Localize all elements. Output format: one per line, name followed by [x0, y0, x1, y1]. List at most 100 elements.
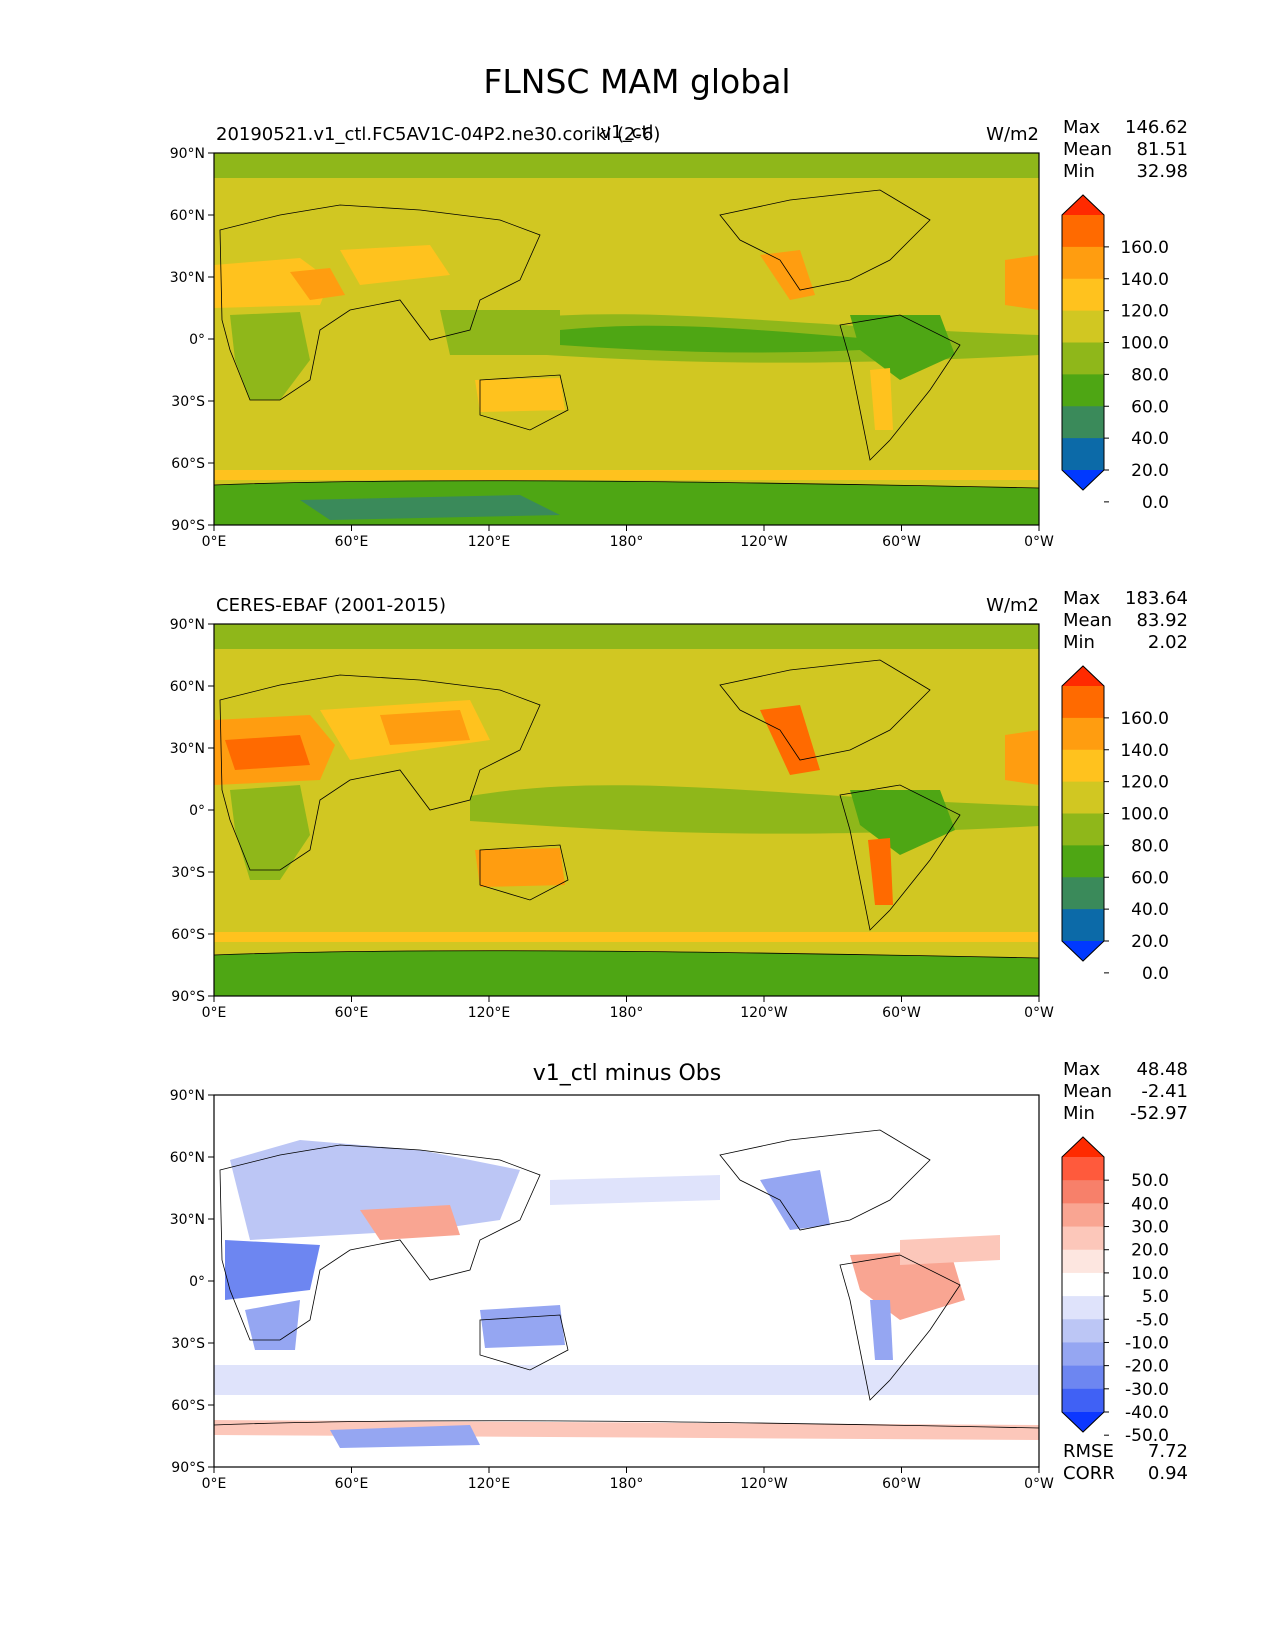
colorbar-segment	[1062, 1319, 1104, 1343]
colorbar-segment	[1062, 1226, 1104, 1251]
coastlines	[214, 189, 1039, 489]
south-africa-negative-bias	[245, 1300, 300, 1350]
stat-value: -2.41	[1141, 1081, 1188, 1102]
colorbar-label: 120.0	[1120, 773, 1169, 793]
amazon-region	[850, 790, 955, 855]
x-tick-label: 120°W	[740, 534, 788, 550]
arctic-band	[214, 153, 1039, 178]
y-tick-label: 30°S	[171, 865, 205, 881]
colorbar: 50.0 40.0 30.0 20.0 10.0 5.0 -5.0 -10.0 -20.0 -30…	[1061, 1136, 1169, 1446]
tibet-positive-bias	[360, 1205, 460, 1240]
y-tick-label: 60°S	[171, 1398, 205, 1414]
stat-label: RMSE	[1063, 1441, 1114, 1462]
stat-label: Mean	[1063, 139, 1112, 160]
stat-value: 183.64	[1125, 588, 1188, 609]
stat-label: Min	[1063, 161, 1095, 182]
andes-hot-region	[868, 838, 893, 905]
x-tick-label: 120°W	[740, 1476, 788, 1492]
stat-value: 146.62	[1125, 117, 1188, 138]
colorbar-segment	[1062, 941, 1104, 961]
west-africa-hot-region	[1005, 730, 1039, 785]
y-tick-label: 30°N	[170, 270, 205, 286]
arabia-hot-region	[290, 268, 345, 300]
colorbar-label: 40.0	[1131, 900, 1169, 920]
colorbar-label: 160.0	[1120, 238, 1169, 258]
stat-value: 32.98	[1136, 161, 1188, 182]
stat-label: Mean	[1063, 1081, 1112, 1102]
colorbar-label: 0.0	[1142, 964, 1169, 984]
australia-hot-region	[475, 378, 565, 412]
colorbar-label: 30.0	[1131, 1218, 1169, 1238]
x-tick-label: 120°E	[468, 534, 511, 550]
y-tick-label: 60°N	[170, 208, 205, 224]
stat-label: Min	[1063, 1103, 1095, 1124]
colorbar-segment	[1062, 845, 1104, 878]
y-tick-label: 60°S	[171, 927, 205, 943]
stat-value: 2.02	[1148, 632, 1188, 653]
colorbar-segment	[1062, 310, 1104, 343]
x-tick-label: 60°W	[882, 1005, 921, 1021]
colorbar-segment	[1062, 909, 1104, 942]
stat-label: Mean	[1063, 610, 1112, 631]
colorbar-segment	[1062, 666, 1104, 686]
x-tick-label: 120°E	[468, 1476, 511, 1492]
coastlines	[214, 1129, 1039, 1429]
y-tick-label: 30°S	[171, 394, 205, 410]
colorbar-label: 10.0	[1131, 1264, 1169, 1284]
north-pacific-negative-bias	[550, 1175, 720, 1205]
africa-tropics	[230, 785, 310, 880]
colorbar-label: 100.0	[1120, 334, 1169, 354]
colorbar-segment	[1062, 215, 1104, 248]
colorbar-segment	[1062, 246, 1104, 280]
colorbar-label: 40.0	[1131, 429, 1169, 449]
panel-test: 20190521.v1_ctl.FC5AV1C-04P2.ne30.corikl…	[213, 117, 1188, 526]
stat-label: Min	[1063, 632, 1095, 653]
antarctic-negative-bias	[330, 1425, 480, 1448]
colorbar-label: 140.0	[1120, 270, 1169, 290]
coastlines	[214, 659, 1039, 959]
x-tick-label: 60°E	[335, 1005, 369, 1021]
colorbar-segment	[1062, 470, 1104, 490]
colorbar-label: -40.0	[1125, 1403, 1169, 1423]
y-tick-label: 90°N	[170, 617, 205, 633]
tibet-hot-region	[340, 245, 450, 285]
colorbar-label: -50.0	[1125, 1426, 1169, 1446]
panel-left-title: CERES-EBAF (2001-2015)	[216, 595, 446, 616]
colorbar-segment	[1062, 813, 1104, 846]
x-tick-label: 60°E	[335, 1476, 369, 1492]
colorbar-segment	[1062, 1296, 1104, 1320]
colorbar-segment	[1062, 1388, 1104, 1413]
colorbar-label: 60.0	[1131, 397, 1169, 417]
colorbar: 160.0 140.0 120.0 100.0 80.0 60.0 40.0 20.0 0.0	[1061, 194, 1169, 513]
colorbar-label: 140.0	[1120, 741, 1169, 761]
sahara-core	[225, 735, 310, 770]
colorbar-label: 20.0	[1131, 461, 1169, 481]
southern-ocean-band	[214, 932, 1039, 942]
stats-block: Max 146.62 Mean 81.51 Min 32.98	[1063, 117, 1188, 182]
colorbar-label: 100.0	[1120, 805, 1169, 825]
x-tick-label: 60°W	[882, 1476, 921, 1492]
y-tick-label: 0°	[189, 803, 205, 819]
southern-ocean-band	[214, 470, 1039, 480]
panel-units: W/m2	[986, 124, 1039, 145]
maritime-continent	[440, 310, 560, 355]
y-tick-label: 30°N	[170, 1212, 205, 1228]
colorbar-label: 60.0	[1131, 868, 1169, 888]
antarctica-region	[214, 950, 1039, 996]
colorbar-label: -10.0	[1125, 1333, 1169, 1353]
colorbar-label: -20.0	[1125, 1357, 1169, 1377]
colorbar-label: -5.0	[1136, 1310, 1169, 1330]
colorbar-label: 120.0	[1120, 302, 1169, 322]
colorbar-label: -30.0	[1125, 1380, 1169, 1400]
panel-units: W/m2	[986, 595, 1039, 616]
australia-negative-bias	[480, 1305, 565, 1348]
panel-center-title: v1_ctl	[600, 122, 653, 143]
colorbar-label: 40.0	[1131, 1194, 1169, 1214]
africa-tropics	[230, 312, 310, 400]
colorbar-label: 80.0	[1131, 365, 1169, 385]
colorbar-segment	[1062, 1157, 1104, 1181]
colorbar-segment	[1062, 686, 1104, 719]
colorbar-segment	[1062, 1249, 1104, 1274]
west-africa-hot-region	[1005, 255, 1039, 310]
